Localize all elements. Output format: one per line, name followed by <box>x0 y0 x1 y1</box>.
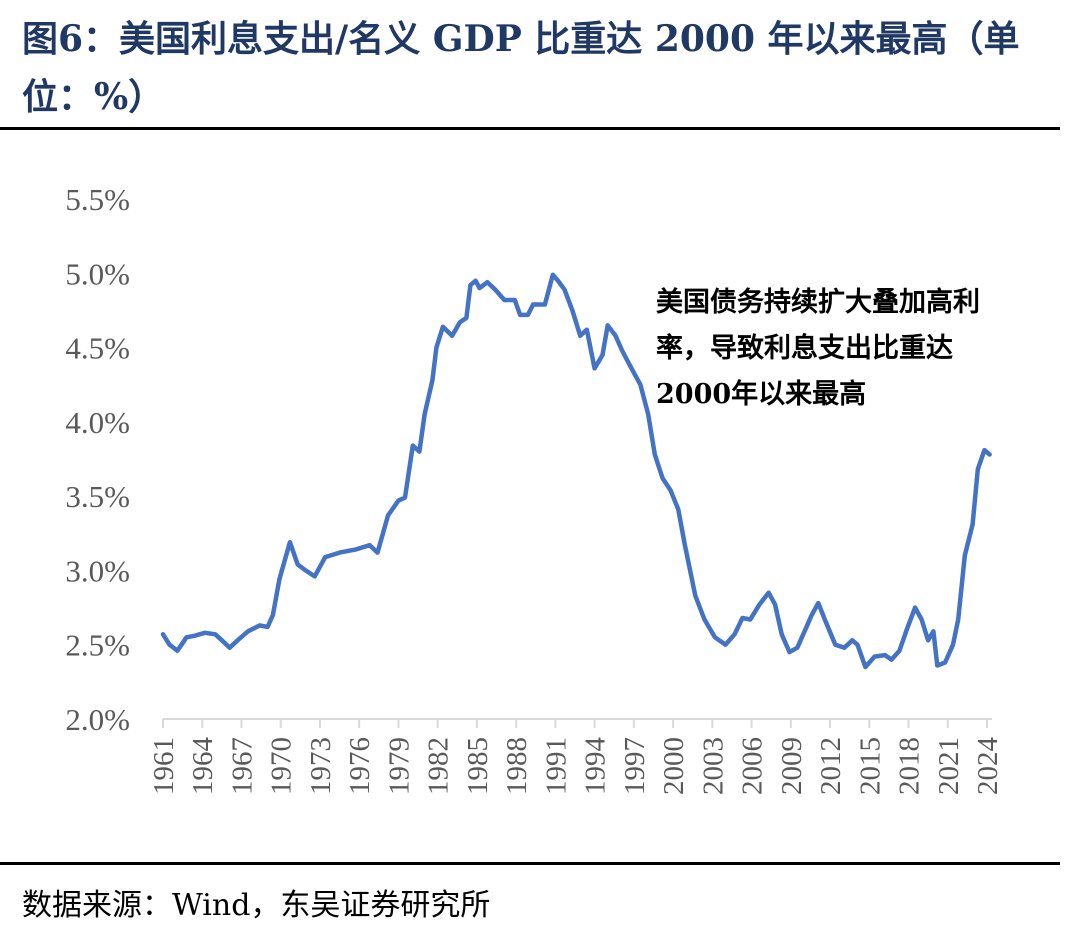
x-tick-label: 1979 <box>383 737 415 795</box>
x-tick-label: 2000 <box>658 737 690 795</box>
x-tick-label: 2003 <box>697 737 729 795</box>
x-tick-label: 1961 <box>148 737 180 795</box>
x-tick-label: 1997 <box>619 737 651 795</box>
y-tick-label: 2.5% <box>65 628 130 663</box>
y-tick-label: 4.5% <box>65 331 130 366</box>
x-tick-label: 2015 <box>854 737 886 795</box>
x-tick-label: 1988 <box>501 737 533 795</box>
x-tick-label: 2021 <box>933 737 965 795</box>
source-note: 数据来源：Wind，东吴证券研究所 <box>22 888 491 923</box>
y-tick-label: 3.0% <box>65 553 130 588</box>
x-tick-label: 1985 <box>462 737 494 795</box>
x-tick-label: 2012 <box>815 737 847 795</box>
x-tick-label: 1991 <box>540 737 572 795</box>
y-tick-label: 2.0% <box>65 702 130 737</box>
y-tick-label: 5.0% <box>65 256 130 291</box>
x-tick-label: 2018 <box>894 737 926 795</box>
y-tick-label: 5.5% <box>65 182 130 217</box>
y-tick-label: 3.5% <box>65 479 130 514</box>
x-tick-label: 1970 <box>266 737 298 795</box>
x-tick-label: 1964 <box>187 737 219 796</box>
chart-annotation: 美国债务持续扩大叠加高利率，导致利息支出比重达2000年以来最高 <box>656 287 980 410</box>
x-tick-label: 1973 <box>305 737 337 795</box>
x-tick-label: 1967 <box>226 737 258 795</box>
chart-title: 图6：美国利息支出/名义 GDP 比重达 2000 年以来最高（单位：%） <box>22 18 1020 118</box>
top-rule <box>0 127 1060 130</box>
x-tick-label: 1994 <box>580 737 612 796</box>
series-line <box>160 272 992 670</box>
y-tick-label: 4.0% <box>65 405 130 440</box>
bottom-rule <box>0 862 1060 865</box>
x-tick-label: 2006 <box>737 737 769 795</box>
x-tick-label: 2024 <box>972 737 1004 796</box>
x-tick-label: 1982 <box>423 737 455 795</box>
x-tick-label: 1976 <box>344 737 376 795</box>
x-tick-label: 2009 <box>776 737 808 795</box>
